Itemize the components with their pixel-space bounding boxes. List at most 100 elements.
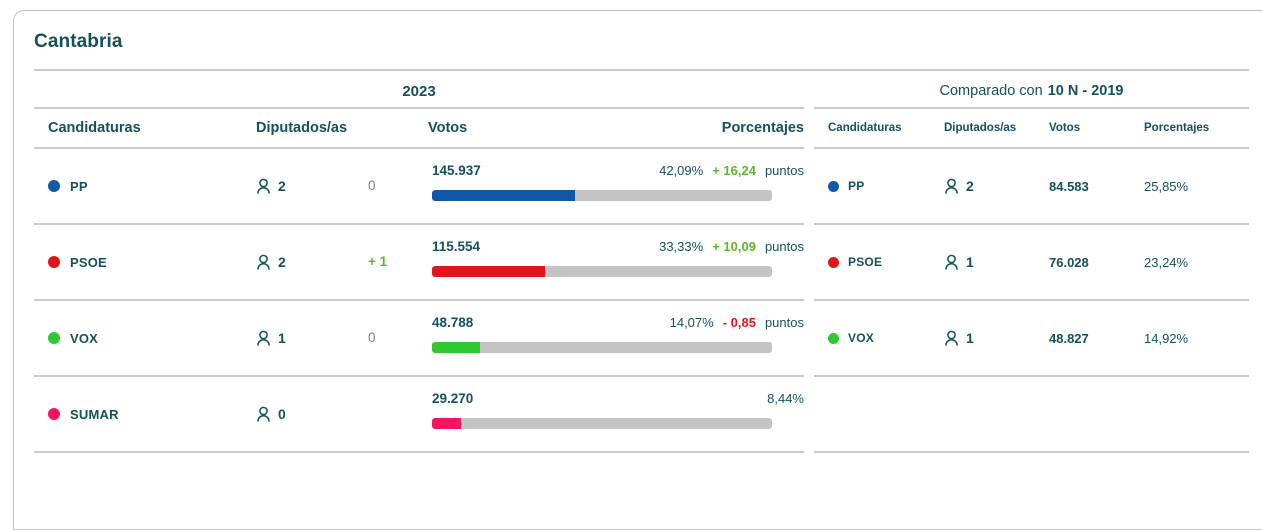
seats-cell: 2 (944, 178, 1049, 194)
comparison-header: Comparado con 10 N - 2019 (814, 75, 1249, 107)
party-color-dot (48, 180, 60, 192)
right-column-headers: Candidaturas Diputados/as Votos Porcenta… (814, 109, 1249, 147)
table-row[interactable]: VOX 1 0 48.788 (34, 301, 804, 375)
person-icon (944, 330, 966, 346)
table-row[interactable]: PSOE 2 + 1 115.554 (34, 225, 804, 299)
row-divider (814, 375, 1249, 377)
seats-cell: 2 (256, 178, 368, 194)
row-divider (814, 223, 1249, 225)
percent-delta-unit: puntos (764, 315, 804, 330)
percent-delta: + 16,24 (712, 163, 756, 178)
party-name: PSOE (70, 254, 107, 270)
right-columns-divider (814, 147, 1249, 149)
seats-cell: 2 (256, 254, 368, 270)
votes-count: 84.583 (1049, 178, 1089, 194)
current-year-header: 2023 (402, 82, 436, 100)
votes-cell: 29.270 8,44% (428, 391, 804, 437)
table-row[interactable]: SUMAR 0 29.270 (34, 377, 804, 451)
votes-count: 76.028 (1049, 254, 1089, 270)
column-header-porcentajes: Porcentajes (1144, 122, 1210, 134)
person-icon (256, 406, 278, 422)
party-cell: PP (34, 179, 256, 194)
seats-count: 1 (278, 330, 286, 346)
left-columns-divider (34, 147, 804, 149)
table-row[interactable]: PSOE 1 76.028 23,24% (814, 225, 1249, 299)
percent-value: 33,33% (659, 239, 704, 254)
right-header-divider (814, 107, 1249, 109)
person-icon (256, 330, 278, 346)
party-cell: VOX (34, 331, 256, 346)
seats-count: 1 (966, 330, 974, 346)
percent-delta: + 10,09 (712, 239, 756, 254)
empty-row (814, 377, 1249, 451)
comparison-election: 10 N - 2019 (1047, 83, 1124, 99)
party-name: VOX (848, 331, 874, 345)
person-icon (256, 254, 278, 270)
comparison-panel: Comparado con 10 N - 2019 Candidaturas D… (814, 75, 1249, 453)
percent-value: 14,92% (1144, 330, 1189, 346)
row-divider (34, 375, 804, 377)
seats-cell: 0 (256, 406, 368, 422)
vote-share-bar (432, 342, 772, 353)
party-cell: SUMAR (34, 407, 256, 422)
votes-cell: 145.937 42,09% + 16,24 puntos (428, 163, 804, 209)
party-name: VOX (70, 330, 99, 346)
party-name: PP (848, 179, 865, 193)
left-column-headers: Candidaturas Diputados/as Votos Porcenta… (34, 109, 804, 147)
row-divider (814, 299, 1249, 301)
party-cell: PP (814, 179, 944, 193)
row-divider (814, 451, 1249, 453)
percent-delta-unit: puntos (764, 239, 804, 254)
percent-delta: - 0,85 (722, 315, 756, 330)
vote-share-bar (432, 190, 772, 201)
percent-value: 14,07% (669, 315, 714, 330)
percent-value: 25,85% (1144, 178, 1189, 194)
party-color-dot (828, 332, 839, 344)
table-row[interactable]: VOX 1 48.827 14,92% (814, 301, 1249, 375)
seats-diff: + 1 (368, 254, 388, 269)
votes-cell: 48.788 14,07% - 0,85 puntos (428, 315, 804, 361)
seats-diff: 0 (368, 178, 376, 193)
seats-cell: 1 (944, 254, 1049, 270)
votes-count: 145.937 (432, 163, 481, 178)
party-cell: PSOE (34, 255, 256, 270)
table-row[interactable]: PP 2 0 145.937 (34, 149, 804, 223)
party-cell: PSOE (814, 255, 944, 269)
party-cell: VOX (814, 331, 944, 345)
percent-group: 42,09% + 16,24 puntos (659, 163, 804, 178)
party-name: PSOE (848, 255, 883, 269)
party-color-dot (48, 408, 60, 420)
seats-count: 1 (966, 254, 974, 270)
votes-count: 115.554 (432, 239, 481, 254)
seats-count: 2 (278, 178, 286, 194)
vote-share-bar (432, 418, 772, 429)
seats-count: 2 (966, 178, 974, 194)
vote-share-bar-fill (432, 342, 480, 353)
percent-value: 42,09% (659, 163, 704, 178)
votes-cell: 115.554 33,33% + 10,09 puntos (428, 239, 804, 285)
title-divider (34, 69, 1249, 71)
percent-group: 14,07% - 0,85 puntos (670, 315, 804, 330)
column-header-votos: Votos (428, 120, 468, 136)
row-divider (34, 451, 804, 453)
party-color-dot (828, 256, 839, 268)
votes-count: 48.827 (1049, 330, 1089, 346)
seats-diff-cell: + 1 (368, 253, 428, 271)
party-color-dot (48, 332, 60, 344)
percent-value: 23,24% (1144, 254, 1189, 270)
person-icon (944, 178, 966, 194)
seats-count: 2 (278, 254, 286, 270)
column-header-votos: Votos (1049, 122, 1081, 134)
vote-share-bar (432, 266, 772, 277)
seats-cell: 1 (944, 330, 1049, 346)
percent-value: 8,44% (767, 391, 804, 406)
party-color-dot (48, 256, 60, 268)
seats-diff-cell: 0 (368, 177, 428, 195)
seats-count: 0 (278, 406, 286, 422)
seats-cell: 1 (256, 330, 368, 346)
current-results-panel: 2023 Candidaturas Diputados/as Votos Por… (34, 75, 804, 453)
percent-delta-unit: puntos (764, 163, 804, 178)
percent-group: 8,44% (767, 391, 804, 406)
column-header-candidaturas: Candidaturas (48, 120, 141, 136)
table-row[interactable]: PP 2 84.583 25,85% (814, 149, 1249, 223)
